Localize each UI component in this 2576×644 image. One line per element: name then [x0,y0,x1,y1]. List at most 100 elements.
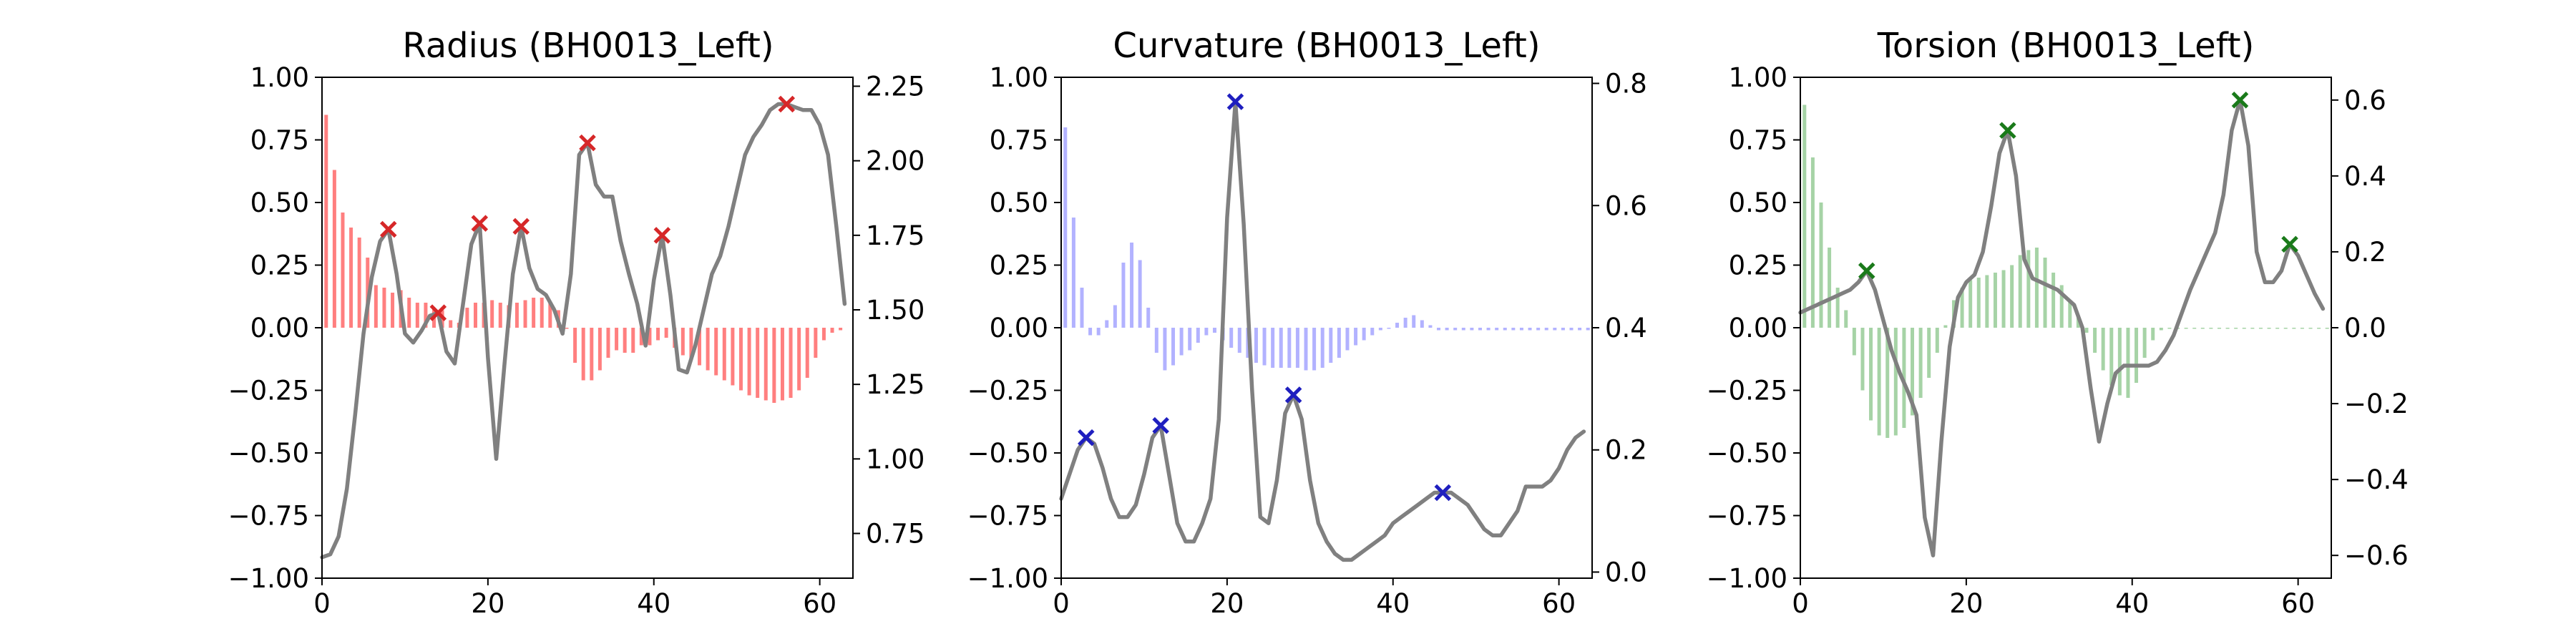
radius-bar [449,320,453,328]
curvature-bar [1345,328,1350,351]
curvature-bar [1428,325,1433,328]
radius-y2-tick-label: 1.50 [866,295,924,326]
torsion-bar [1819,203,1823,328]
torsion-title: Torsion (BH0013_Left) [1877,26,2255,66]
radius-bar [763,328,768,401]
torsion-bar [1835,288,1840,328]
radius-peak-marker [778,95,796,113]
curvature-y2-tick-label: 0.8 [1605,69,1647,99]
curvature-bar [1179,328,1184,356]
radius-bar [664,328,668,338]
curvature-bar [1088,328,1093,336]
torsion-bar [2275,328,2280,329]
torsion-x-tick-label: 20 [1949,588,1983,619]
radius-bar [756,328,760,398]
torsion-bar [1927,328,1931,378]
radius-y-tick-label: −1.00 [228,563,309,594]
curvature-x-tick-label: 0 [1053,588,1070,619]
curvature-bar [1063,127,1068,328]
torsion-bar [2200,328,2205,329]
curvature-bar [1138,260,1142,328]
curvature-y-tick-label: 0.25 [990,250,1048,281]
torsion-bar [2292,328,2296,329]
radius-bar [490,300,494,328]
torsion-bar [1918,328,1923,398]
radius-bar [597,328,602,371]
torsion-y-tick-label: 0.25 [1729,250,1787,281]
torsion-bar [2151,328,2155,341]
radius-bar [805,328,809,378]
radius-bar [382,288,386,328]
curvature-bar [1287,328,1292,368]
torsion-peak-marker [2281,235,2298,253]
torsion-bar [1943,325,1948,328]
curvature-x-tick-label: 60 [1542,588,1576,619]
torsion-bar [2225,328,2230,329]
torsion-y-tick-label: −0.50 [1707,438,1787,469]
torsion-bar [1911,328,1915,416]
torsion-bar [1844,310,1848,328]
curvature-bar [1453,328,1458,331]
curvature-bar [1295,328,1299,368]
radius-panel: Radius (BH0013_Left) 0 20 40 60 −1.00 −0.75 −0… [228,26,925,619]
torsion-bar [2142,328,2147,358]
torsion-bar [2034,248,2039,328]
radius-bar [514,303,519,328]
curvature-y-tick-label: −0.50 [967,438,1048,469]
torsion-bar [2043,258,2047,328]
curvature-bar [1395,323,1400,328]
radius-y-tick-label: −0.25 [228,376,309,406]
curvature-bar [1486,328,1491,331]
torsion-x-tick-label: 0 [1792,588,1809,619]
radius-bar [698,328,702,366]
radius-bar [473,303,477,328]
curvature-bar [1212,328,1216,333]
curvature-bar [1528,328,1532,331]
curvature-bar [1130,243,1134,328]
torsion-bar [2283,328,2288,329]
curvature-bar [1304,328,1308,371]
radius-bar [324,114,328,328]
radius-bar [374,285,378,328]
radius-x-tick-label: 60 [803,588,836,619]
radius-bar [415,303,419,328]
torsion-bar [1802,104,1807,328]
curvature-x-tick-label: 20 [1210,588,1244,619]
torsion-bar [2258,328,2263,329]
curvature-bar [1445,328,1449,331]
torsion-peak-marker [1858,262,1875,280]
radius-bar [357,238,361,328]
radius-x-tick-label: 20 [471,588,504,619]
radius-y2-tick-label: 1.25 [866,369,924,400]
torsion-bar [2001,270,2006,328]
torsion-bar [2051,273,2056,328]
radius-bar [565,328,569,329]
torsion-bar [1877,328,1881,436]
radius-y-tick-label: −0.75 [228,501,309,532]
torsion-y2-tick-label: −0.4 [2344,464,2409,495]
torsion-y2-tick-label: −0.2 [2344,389,2409,419]
torsion-line [1798,98,2326,557]
curvature-bar [1362,328,1366,341]
radius-bar [631,328,635,353]
radius-bar [789,328,793,398]
curvature-bar [1204,328,1209,336]
curvature-bar [1105,320,1109,328]
curvature-bar [1337,328,1341,358]
torsion-bar [2325,328,2329,329]
curvature-bar [1096,328,1101,336]
curvature-y-tick-label: −1.00 [967,563,1048,594]
curvature-bar [1354,328,1358,346]
torsion-y2-tick-label: −0.6 [2344,540,2409,571]
curvature-bar [1503,328,1507,331]
radius-bar [648,328,652,346]
torsion-bar [2135,328,2139,383]
curvature-bar [1478,328,1482,331]
torsion-bar [2300,328,2304,329]
torsion-bar [1993,273,1997,328]
curvature-bar [1237,328,1241,353]
torsion-y2-tick-label: 0.2 [2344,237,2386,268]
torsion-bar [2317,328,2321,329]
curvature-y-tick-label: 0.00 [990,313,1048,343]
